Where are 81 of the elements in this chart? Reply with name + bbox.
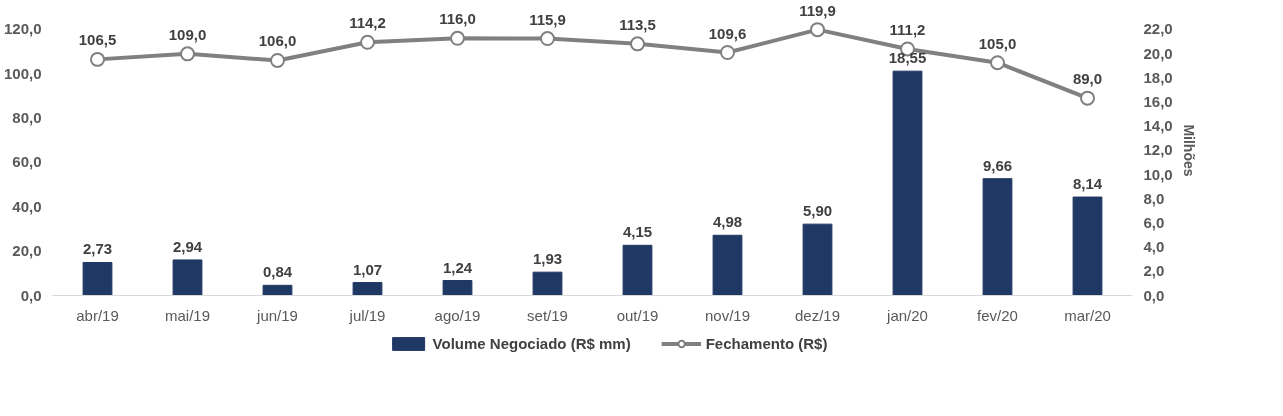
data-label: 1,24 [442, 258, 473, 276]
data-label: 5,90 [802, 202, 833, 220]
y2-tick-label: 20,0 [1143, 44, 1173, 62]
data-label: 0,84 [262, 263, 293, 281]
y2-tick-label: 6,0 [1143, 213, 1165, 231]
x-tick-label: jul/19 [348, 306, 386, 324]
y2-tick-label: 0,0 [1143, 286, 1165, 304]
point [360, 34, 375, 50]
data-label: 1,07 [352, 260, 383, 278]
y2-tick-label: 8,0 [1143, 189, 1165, 207]
point [450, 30, 465, 46]
y-tick-label: 0,0 [20, 286, 42, 304]
data-label: 115,9 [529, 10, 566, 28]
y2-tick-label: 16,0 [1143, 93, 1173, 111]
x-tick-label: dez/19 [794, 306, 841, 324]
point [990, 55, 1005, 71]
y2-tick-label: 10,0 [1143, 165, 1173, 183]
data-label: 111,2 [889, 20, 926, 38]
y-tick-label: 120,0 [3, 20, 42, 38]
data-label: 89,0 [1072, 70, 1103, 88]
point [270, 53, 285, 68]
bar [172, 259, 203, 296]
bar [802, 223, 833, 296]
x-tick-label: abr/19 [76, 306, 119, 324]
data-label: 1,93 [532, 250, 563, 268]
x-tick-label: ago/19 [434, 306, 481, 324]
data-label: 8,14 [1072, 175, 1103, 193]
point [540, 31, 555, 47]
point [810, 22, 825, 38]
y-tick-label: 80,0 [12, 109, 42, 127]
y-tick-label: 100,0 [3, 64, 42, 82]
bar [622, 244, 653, 296]
data-label: 116,0 [439, 10, 476, 28]
data-label: 4,98 [712, 213, 743, 231]
x-tick-label: mai/19 [164, 306, 211, 324]
bar [712, 234, 743, 296]
x-tick-label: set/19 [527, 306, 568, 324]
y2-tick-label: 4,0 [1143, 238, 1165, 256]
bar [532, 271, 563, 296]
data-label: 18,55 [888, 49, 927, 67]
data-label: 109,6 [708, 24, 747, 42]
y2-axis-title: Milhões [1180, 124, 1197, 177]
y2-tick-label: 12,0 [1143, 141, 1173, 159]
data-label: 105,0 [978, 34, 1017, 52]
y2-tick-label: 18,0 [1143, 68, 1173, 86]
data-label: 109,0 [168, 25, 207, 43]
y-tick-label: 60,0 [12, 153, 42, 171]
point [1080, 90, 1095, 106]
data-label: 114,2 [349, 14, 386, 32]
x-tick-label: mar/20 [1064, 306, 1111, 324]
bar [892, 70, 923, 296]
data-label: 119,9 [799, 1, 836, 19]
x-tick-label: jun/19 [256, 306, 298, 324]
data-label: 113,5 [619, 15, 656, 33]
x-tick-label: fev/20 [977, 306, 1018, 324]
bar [1072, 196, 1103, 296]
data-label: 2,94 [172, 237, 203, 255]
x-tick-label: nov/19 [704, 306, 751, 324]
y-tick-label: 20,0 [12, 242, 42, 260]
point [180, 46, 195, 62]
bar [442, 280, 473, 296]
y2-tick-label: 22,0 [1143, 20, 1173, 38]
data-label: 2,73 [82, 240, 113, 258]
y2-tick-label: 14,0 [1143, 117, 1173, 135]
bar [352, 282, 383, 296]
point [720, 45, 735, 60]
point [90, 51, 105, 67]
bar [262, 284, 293, 296]
y-tick-label: 40,0 [12, 197, 42, 215]
data-label: 4,15 [622, 223, 653, 241]
x-tick-label: jan/20 [886, 306, 928, 324]
bar [982, 178, 1013, 296]
data-label: 9,66 [982, 156, 1013, 174]
point [630, 36, 645, 52]
bar [82, 261, 113, 296]
data-label: 106,0 [258, 32, 297, 50]
data-label: 106,5 [78, 31, 117, 49]
x-tick-label: out/19 [616, 306, 659, 324]
legend-label: Volume Negociado (R$ mm) [432, 334, 631, 352]
y2-tick-label: 2,0 [1143, 262, 1165, 280]
legend-label: Fechamento (R$) [705, 334, 828, 352]
